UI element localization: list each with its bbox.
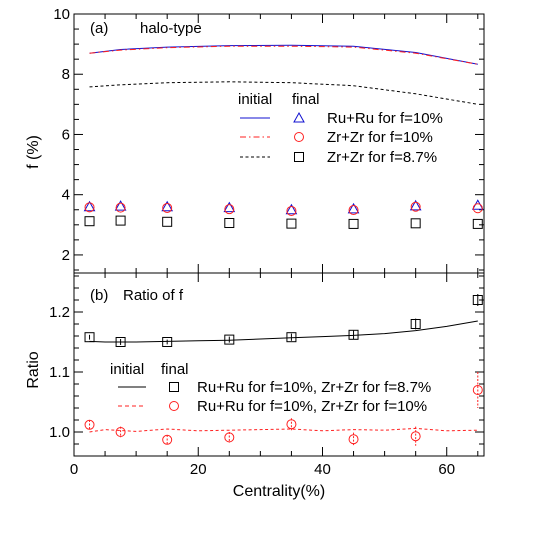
data-marker-final <box>348 434 359 445</box>
panel-a: (a) halo-type 2 4 6 8 10 f (%) initial final… <box>25 6 485 274</box>
data-marker-final <box>224 334 235 345</box>
data-marker-final <box>286 332 297 343</box>
series-line-initial <box>89 81 478 105</box>
data-marker-final <box>84 332 95 343</box>
data-marker-final <box>472 218 483 229</box>
x-tick-label: 0 <box>70 461 78 478</box>
data-marker-final <box>472 385 483 395</box>
y-tick-label: 1.0 <box>49 424 70 441</box>
panel-a-y-axis-label: f (%) <box>25 135 42 169</box>
data-marker-final <box>224 204 235 215</box>
x-tick-label: 60 <box>438 461 455 478</box>
y-tick-label: 8 <box>62 66 70 83</box>
data-marker-final <box>410 201 421 212</box>
series-line-initial <box>89 45 478 65</box>
panel-b-title: Ratio of f <box>123 287 184 304</box>
legend-a-label-ru10: Ru+Ru for f=10% <box>327 110 443 127</box>
data-marker-final <box>162 337 173 347</box>
legend-b-header-final: final <box>161 361 189 378</box>
y-tick-label: 10 <box>53 6 70 23</box>
data-marker-final <box>285 203 298 215</box>
legend-a-header-final: final <box>292 91 320 108</box>
data-marker-final <box>410 431 421 442</box>
legend-a-marker-zr10 <box>294 132 304 142</box>
legend-a-header-initial: initial <box>238 91 272 108</box>
data-marker-final <box>409 199 422 211</box>
y-tick-label: 2 <box>62 247 70 264</box>
y-tick-label: 1.2 <box>49 304 70 321</box>
panel-a-title: halo-type <box>140 20 202 37</box>
data-marker-final <box>286 218 297 229</box>
panel-b-legend: initial final Ru+Ru for f=10%, Zr+Zr for… <box>110 361 431 415</box>
data-marker-final <box>84 419 95 430</box>
series-line-initial <box>89 320 478 343</box>
data-marker-final <box>348 218 359 229</box>
data-marker-final <box>83 200 96 212</box>
panel-b-lines <box>89 320 478 433</box>
x-axis-label: Centrality(%) <box>233 483 325 500</box>
data-marker-final <box>162 216 173 227</box>
x-tick-label: 40 <box>314 461 331 478</box>
panel-b-label: (b) <box>90 287 108 304</box>
panel-b-frame <box>73 272 485 457</box>
legend-a-marker-zr87 <box>294 152 304 162</box>
data-marker-final <box>223 201 236 213</box>
legend-b-marker-ratio10 <box>169 401 179 411</box>
panel-b-y-tick-labels: 1.0 1.1 1.2 <box>49 304 70 441</box>
data-marker-final <box>347 202 360 214</box>
x-tick-labels: 0 20 40 60 <box>70 461 455 478</box>
data-marker-final <box>472 295 483 305</box>
panel-a-ticks <box>73 13 484 273</box>
y-tick-label: 1.1 <box>49 364 70 381</box>
data-marker-final <box>286 419 297 430</box>
panel-b: (b) Ratio of f 1.0 1.1 1.2 Ratio initial f… <box>25 272 485 457</box>
legend-a-label-zr10: Zr+Zr for f=10% <box>327 129 433 146</box>
data-marker-final <box>224 432 235 443</box>
panel-b-ticks <box>73 273 484 457</box>
panel-a-lines <box>89 44 478 105</box>
panel-a-label: (a) <box>90 20 108 37</box>
legend-b-label-ratio10: Ru+Ru for f=10%, Zr+Zr for f=10% <box>197 398 427 415</box>
panel-a-legend: initial final Ru+Ru for f=10% Zr+Zr for … <box>238 91 443 166</box>
panel-b-y-axis-label: Ratio <box>25 351 42 388</box>
data-marker-final <box>472 203 483 214</box>
data-marker-final <box>114 200 127 211</box>
panel-a-y-tick-labels: 2 4 6 8 10 <box>53 6 70 264</box>
legend-a-label-zr87: Zr+Zr for f=8.7% <box>327 149 437 166</box>
data-marker-final <box>348 205 359 216</box>
data-marker-final <box>84 216 95 227</box>
data-marker-final <box>115 427 126 437</box>
y-tick-label: 6 <box>62 126 70 143</box>
data-marker-final <box>162 434 173 445</box>
data-marker-final <box>410 218 421 229</box>
data-marker-final <box>115 215 126 226</box>
series-line-initial <box>89 427 478 433</box>
x-tick-label: 20 <box>190 461 207 478</box>
legend-b-marker-ratio87 <box>169 382 179 392</box>
data-marker-final <box>84 202 95 213</box>
data-marker-final <box>348 329 359 340</box>
data-marker-final <box>115 337 126 347</box>
panel-b-markers <box>84 294 483 446</box>
data-marker-final <box>115 202 126 213</box>
legend-b-header-initial: initial <box>110 361 144 378</box>
data-marker-final <box>224 218 235 229</box>
data-marker-final <box>161 200 174 212</box>
legend-a-marker-ru10 <box>293 111 305 123</box>
panel-a-markers <box>83 199 484 229</box>
data-marker-final <box>286 205 297 216</box>
y-tick-label: 4 <box>62 187 70 204</box>
data-marker-final <box>162 202 173 213</box>
series-line-initial <box>89 44 478 65</box>
data-marker-final <box>410 319 421 329</box>
legend-b-label-ratio87: Ru+Ru for f=10%, Zr+Zr for f=8.7% <box>197 379 431 396</box>
